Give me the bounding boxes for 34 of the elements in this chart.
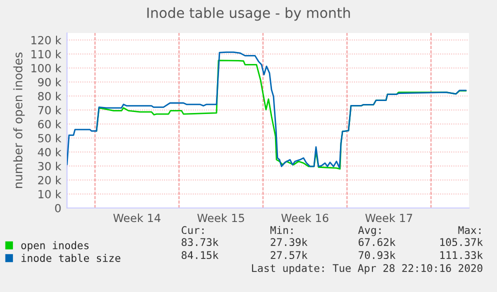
y-tick-label: 100 k	[31, 64, 62, 72]
y-tick-label: 60 k	[38, 120, 62, 128]
text: 84.15k	[182, 250, 218, 260]
y-tick-label: 10 k	[38, 190, 62, 198]
y-tick-label: 110 k	[31, 50, 62, 58]
text: 70.93k	[358, 250, 396, 260]
y-tick-label: 90 k	[38, 78, 62, 86]
text: Cur:	[182, 226, 204, 234]
text: Min:	[270, 226, 293, 234]
text: 105.37k	[440, 238, 483, 246]
y-tick-label: 30 k	[38, 162, 62, 170]
x-tick-label: Week 17	[365, 214, 412, 222]
chart-title: Inode table usage - by month	[147, 7, 350, 21]
text: 27.57k	[270, 250, 308, 260]
text: 27.39k	[270, 238, 308, 246]
y-tick-label: 80 k	[38, 92, 62, 100]
y-tick-label: 40 k	[38, 148, 62, 156]
legend-label: open inodes	[21, 241, 89, 252]
y-tick-label: 20 k	[38, 176, 62, 184]
y-tick-label: 0	[55, 204, 61, 212]
text: 111.33k	[440, 250, 483, 260]
y-tick-label: 50 k	[38, 134, 62, 142]
y-tick-label: 70 k	[38, 106, 62, 114]
legend-label: inode table size	[21, 254, 120, 262]
y-axis-title: number of open inodes	[13, 52, 25, 188]
text: 83.73k	[182, 238, 218, 246]
x-tick-label: Week 16	[281, 214, 328, 222]
x-tick-label: Week 14	[113, 214, 160, 222]
text: Max:	[458, 226, 480, 234]
text: Avg:	[358, 226, 381, 236]
text: Last update: Tue Apr 28 22:10:16 2020	[252, 264, 482, 274]
text: 67.62k	[358, 238, 396, 246]
y-tick-label: 120 k	[31, 36, 62, 44]
x-tick-label: Week 15	[197, 214, 244, 222]
